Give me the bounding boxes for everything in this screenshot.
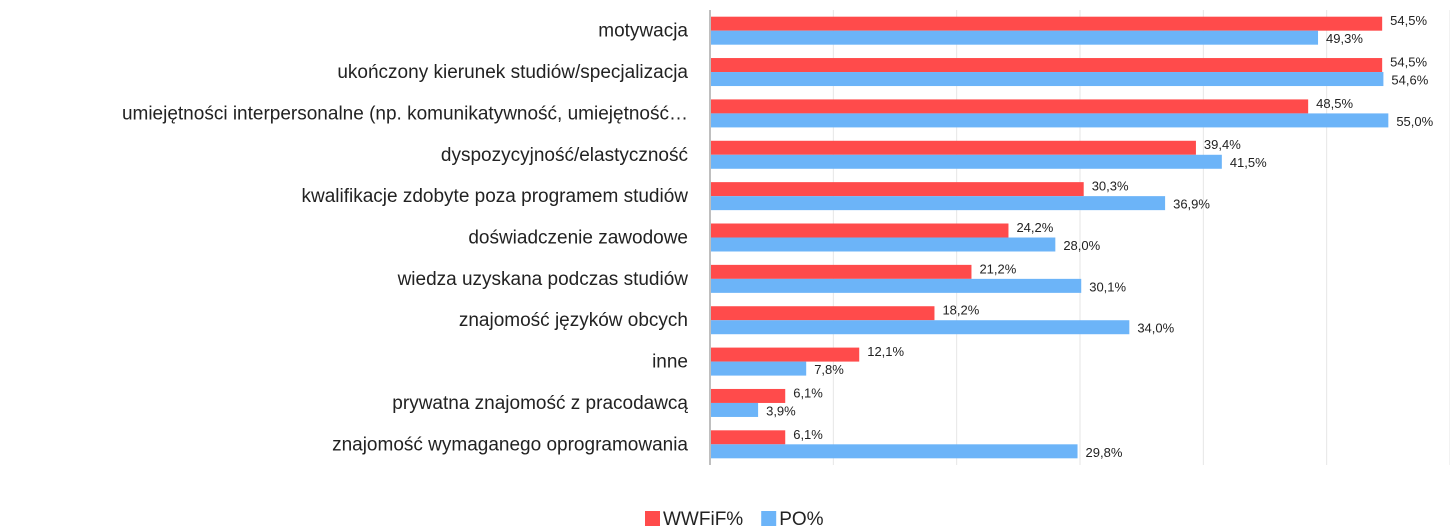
bar — [710, 430, 786, 445]
bar — [710, 306, 935, 321]
bar — [710, 320, 1130, 335]
category-label: dyspozycyjność/elastyczność — [441, 145, 688, 166]
category-label: znajomość wymaganego oprogramowania — [332, 434, 688, 455]
value-label: 54,5% — [1390, 13, 1427, 28]
value-label: 54,5% — [1390, 54, 1427, 69]
category-label: inne — [652, 352, 688, 373]
value-label: 55,0% — [1396, 114, 1433, 129]
bar — [710, 72, 1384, 87]
legend-swatch — [761, 511, 777, 526]
value-label: 7,8% — [814, 362, 844, 377]
legend-swatch — [645, 511, 660, 526]
value-label: 6,1% — [793, 427, 823, 442]
value-label: 36,9% — [1173, 197, 1210, 212]
value-label: 34,0% — [1137, 321, 1174, 336]
bar — [710, 196, 1166, 211]
value-label: 28,0% — [1063, 238, 1100, 253]
value-label: 29,8% — [1086, 445, 1123, 460]
bar — [710, 58, 1383, 73]
bar — [710, 140, 1196, 155]
value-label: 30,1% — [1089, 279, 1126, 294]
legend-label: PO% — [779, 509, 823, 530]
legend-label: WWFiF% — [663, 509, 743, 530]
bar — [710, 16, 1383, 31]
value-label: 30,3% — [1092, 179, 1129, 194]
bar — [710, 361, 807, 376]
category-label: kwalifikacje zdobyte poza programem stud… — [301, 186, 688, 207]
value-label: 39,4% — [1204, 137, 1241, 152]
bar — [710, 402, 759, 417]
bar — [710, 223, 1009, 238]
value-label: 49,3% — [1326, 31, 1363, 46]
category-label: ukończony kierunek studiów/specjalizacja — [337, 62, 688, 83]
value-label: 3,9% — [766, 403, 796, 418]
value-label: 41,5% — [1230, 155, 1267, 170]
bar — [710, 278, 1082, 293]
bar — [710, 388, 786, 403]
value-label: 21,2% — [979, 261, 1016, 276]
category-label: doświadczenie zawodowe — [468, 228, 688, 249]
bar — [710, 154, 1222, 169]
category-label: wiedza uzyskana podczas studiów — [397, 269, 689, 290]
bar — [710, 113, 1389, 128]
value-label: 54,6% — [1391, 72, 1428, 87]
value-label: 12,1% — [867, 344, 904, 359]
category-label: znajomość języków obcych — [459, 310, 688, 331]
value-label: 48,5% — [1316, 96, 1353, 111]
category-label: umiejętności interpersonalne (np. komuni… — [122, 103, 688, 124]
bar — [710, 237, 1056, 252]
category-label: prywatna znajomość z pracodawcą — [392, 393, 688, 414]
bar — [710, 182, 1084, 197]
value-label: 6,1% — [793, 385, 823, 400]
value-label: 24,2% — [1016, 220, 1053, 235]
bar — [710, 264, 972, 279]
value-label: 18,2% — [942, 303, 979, 318]
bar — [710, 347, 860, 362]
bar — [710, 99, 1309, 114]
bar — [710, 30, 1319, 45]
category-label: motywacja — [598, 21, 688, 42]
bar — [710, 444, 1078, 459]
